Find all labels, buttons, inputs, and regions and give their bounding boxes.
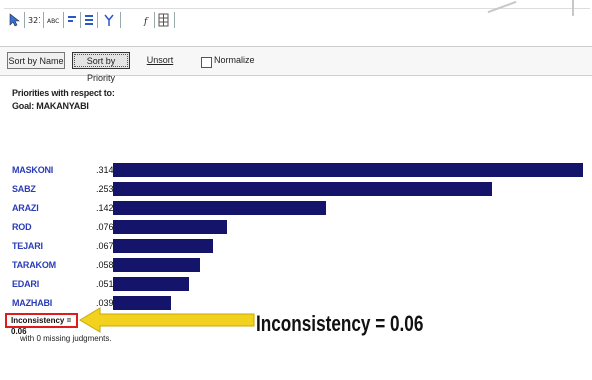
value-label: .051 (96, 279, 114, 289)
goal-label: Goal: MAKANYABI (12, 101, 89, 111)
value-label: .058 (96, 260, 114, 270)
value-label: .039 (96, 298, 114, 308)
normalize-checkbox[interactable] (201, 57, 212, 68)
category-label: TARAKOM (12, 260, 56, 270)
filter-icon[interactable] (67, 12, 77, 28)
svg-text:321: 321 (28, 16, 40, 25)
bar (113, 201, 326, 215)
category-label: TEJARI (12, 241, 43, 251)
sort-123-icon[interactable]: 321 (28, 12, 40, 28)
toolbar-separator (63, 12, 64, 28)
toolbar-separator (174, 12, 175, 28)
category-label: MAZHABI (12, 298, 53, 308)
toolbar: 321 ABC f (0, 0, 592, 46)
category-label: ARAZI (12, 203, 39, 213)
priorities-heading: Priorities with respect to: (12, 88, 115, 98)
value-label: .067 (96, 241, 114, 251)
bar (113, 277, 189, 291)
svg-text:ABC: ABC (47, 18, 59, 25)
bar (113, 220, 227, 234)
value-label: .314 (96, 165, 114, 175)
background-decoration (572, 0, 574, 16)
category-label: EDARI (12, 279, 40, 289)
formula-icon[interactable]: f (143, 12, 153, 28)
grid-icon[interactable] (158, 12, 170, 28)
svg-text:f: f (143, 17, 149, 27)
sort-button-bar: Sort by Name Sort by Priority Unsort Nor… (0, 46, 592, 83)
bar (113, 239, 213, 253)
category-label: SABZ (12, 184, 36, 194)
tree-icon[interactable] (102, 12, 116, 28)
value-label: .142 (96, 203, 114, 213)
category-label: MASKONI (12, 165, 54, 175)
list-icon[interactable] (84, 12, 94, 28)
value-label: .076 (96, 222, 114, 232)
toolbar-border (4, 8, 590, 41)
inconsistency-callout: Inconsistency = 0.06 (256, 311, 424, 336)
sort-by-priority-button[interactable]: Sort by Priority (72, 52, 130, 83)
normalize-label: Normalize (214, 55, 255, 65)
category-label: ROD (12, 222, 32, 232)
bar (113, 296, 171, 310)
unsort-button[interactable]: Unsort (146, 55, 174, 65)
bar (113, 182, 492, 196)
toolbar-separator (80, 12, 81, 28)
pointer-icon[interactable] (8, 12, 20, 28)
sort-by-name-button[interactable]: Sort by Name (7, 52, 65, 69)
callout-arrow-icon (79, 307, 255, 333)
value-label: .253 (96, 184, 114, 194)
toolbar-separator (24, 12, 25, 28)
bar (113, 163, 583, 177)
toolbar-separator (120, 12, 121, 28)
sort-abc-icon[interactable]: ABC (47, 12, 61, 28)
toolbar-separator (154, 12, 155, 28)
missing-judgments-text: with 0 missing judgments. (20, 334, 112, 343)
toolbar-separator (43, 12, 44, 28)
toolbar-separator (97, 12, 98, 28)
inconsistency-box: Inconsistency = 0.06 (5, 313, 78, 336)
bar (113, 258, 200, 272)
